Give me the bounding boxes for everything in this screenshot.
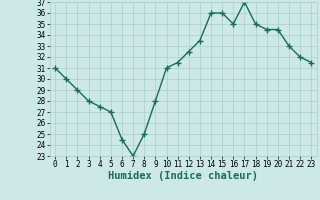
X-axis label: Humidex (Indice chaleur): Humidex (Indice chaleur)	[108, 171, 258, 181]
